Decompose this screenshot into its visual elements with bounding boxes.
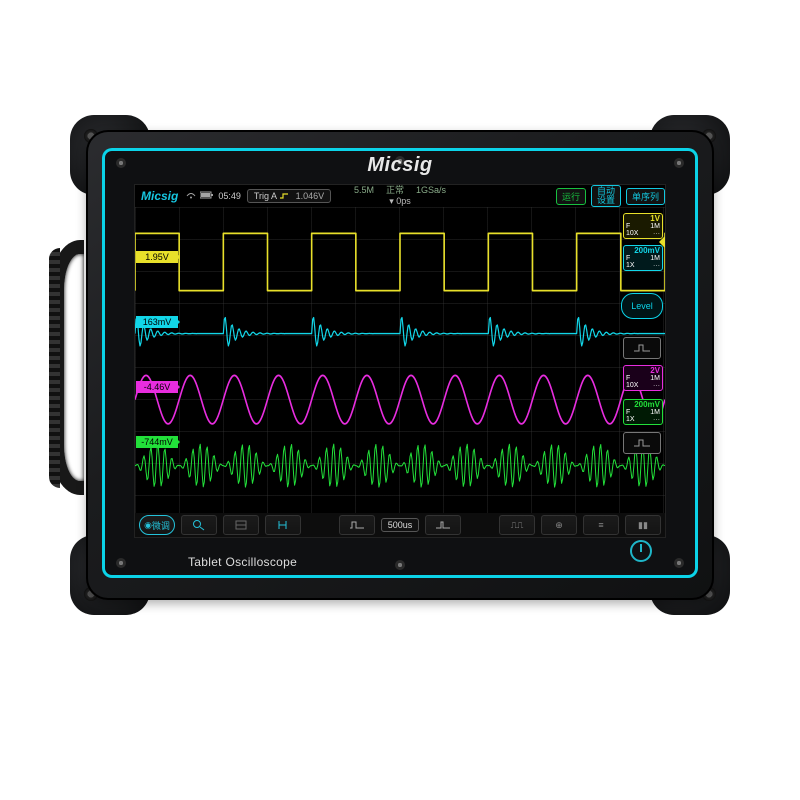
product-label: Tablet Oscilloscope: [188, 555, 297, 569]
channel-offset-label-ch1[interactable]: 1.95V: [136, 251, 178, 263]
channel-scale-chip-ch4[interactable]: 200mVF1M1X⋯: [623, 399, 663, 425]
memory-depth: 5.5M: [354, 185, 374, 195]
brand-label: Micsig: [367, 154, 432, 177]
power-button[interactable]: [630, 540, 652, 562]
fine-adjust-button[interactable]: ◉ 微调: [139, 515, 175, 535]
channel-offset-label-ch3[interactable]: -4.46V: [136, 381, 178, 393]
measure-button[interactable]: [265, 515, 301, 535]
toolbar-button[interactable]: [223, 515, 259, 535]
pulse-wide-icon: [349, 520, 365, 530]
top-status-bar: Micsig 05:49 Trig A 1.046V 5.5M正常1GSa/s …: [135, 185, 665, 207]
trig-status: 正常: [386, 185, 404, 195]
screw-icon: [395, 560, 405, 570]
channel-offset-label-ch4[interactable]: -744mV: [136, 436, 178, 448]
time-zoom-in-button[interactable]: [425, 515, 461, 535]
channel-scale-chip-ch2[interactable]: 200mVF1M1X⋯: [623, 245, 663, 271]
waveform-canvas: [135, 207, 665, 513]
channel-scale-chip-ch1[interactable]: 1VF1M10X⋯: [623, 213, 663, 239]
scale-step-button[interactable]: [623, 432, 661, 454]
pause-button[interactable]: ▮▮: [625, 515, 661, 535]
product-shot: Micsig Tablet Oscilloscope Micsig 05:49 …: [0, 0, 800, 800]
screen-bezel: Micsig Tablet Oscilloscope Micsig 05:49 …: [102, 148, 698, 578]
sample-rate: 1GSa/s: [416, 185, 446, 195]
run-stop-button[interactable]: 运行: [556, 188, 586, 205]
trigger-level-button[interactable]: Level: [621, 293, 663, 319]
brand-mini: Micsig: [141, 189, 178, 203]
clock-readout: 05:49: [218, 191, 241, 201]
waveform-display[interactable]: 1.95V 163mV -4.46V -744mV 1VF1M10X⋯ 200mVF1M…: [135, 207, 665, 513]
wifi-icon: [186, 191, 196, 201]
trigger-mode-label: Trig A: [254, 191, 277, 201]
screw-icon: [116, 558, 126, 568]
toolbar-button[interactable]: ⊕: [541, 515, 577, 535]
time-zoom-out-button[interactable]: [339, 515, 375, 535]
screw-icon: [674, 558, 684, 568]
channel-scale-chip-ch3[interactable]: 2VF1M10X⋯: [623, 365, 663, 391]
battery-icon: [200, 191, 214, 201]
toolbar-button[interactable]: ≡: [583, 515, 619, 535]
trigger-mode-chip[interactable]: Trig A 1.046V: [247, 189, 331, 203]
pulse-narrow-icon: [435, 520, 451, 530]
timebase-readout[interactable]: 500us: [381, 518, 420, 532]
trigger-level-value: 1.046V: [296, 191, 325, 201]
scale-step-button[interactable]: [623, 337, 661, 359]
time-offset: 0ps: [396, 196, 411, 206]
acquisition-status: 5.5M正常1GSa/s ▾ 0ps: [348, 185, 452, 207]
single-button[interactable]: 单序列: [626, 188, 665, 205]
fine-adjust-label: 微调: [152, 519, 170, 532]
screw-icon: [674, 158, 684, 168]
handle-grip: [49, 248, 60, 488]
screw-icon: [116, 158, 126, 168]
magnifier-icon: [192, 519, 206, 531]
channel-offset-label-ch2[interactable]: 163mV: [136, 316, 178, 328]
zoom-button[interactable]: [181, 515, 217, 535]
autoset-button[interactable]: 自动 设置: [591, 185, 621, 207]
toolbar-button[interactable]: ⎍⎍: [499, 515, 535, 535]
oscilloscope-screen[interactable]: Micsig 05:49 Trig A 1.046V 5.5M正常1GSa/s …: [134, 184, 666, 538]
bottom-toolbar: ◉ 微调 500us ⎍⎍ ⊕ ≡ ▮▮: [135, 513, 665, 537]
